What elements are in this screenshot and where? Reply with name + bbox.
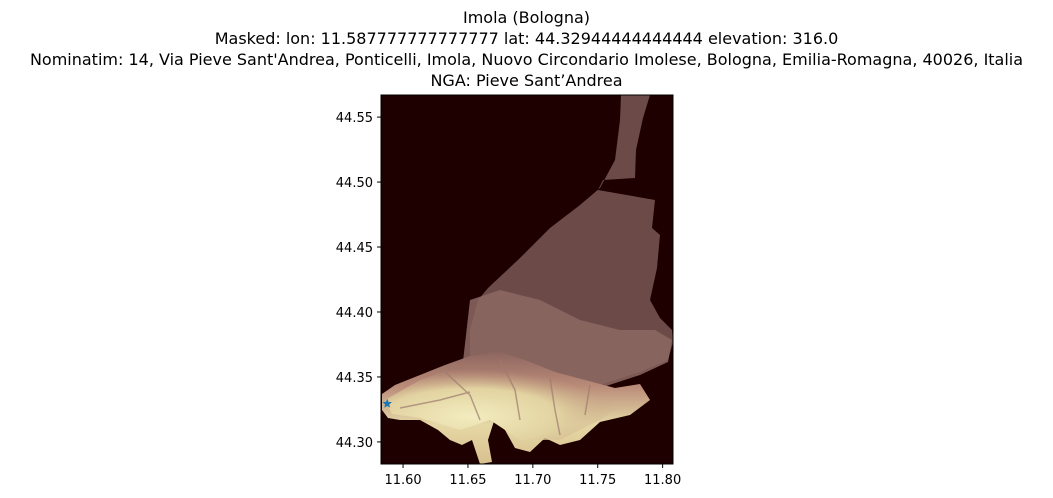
- x-tick-label: 11.60: [384, 473, 421, 488]
- title-masked-coords: Masked: lon: 11.587777777777777 lat: 44.…: [214, 29, 839, 48]
- location-star-marker: [382, 398, 392, 408]
- y-tick-label: 44.40: [336, 306, 373, 321]
- location-marker-layer: [382, 398, 392, 408]
- y-axis: 44.30 44.35 44.40 44.45 44.50 44.55: [336, 111, 381, 451]
- raster-layer: [382, 95, 673, 464]
- y-tick-label: 44.55: [336, 111, 373, 126]
- y-tick-label: 44.35: [336, 371, 373, 386]
- y-tick-label: 44.45: [336, 241, 373, 256]
- title-place: Imola (Bologna): [462, 8, 590, 27]
- x-tick-label: 11.70: [514, 473, 551, 488]
- x-axis: 11.60 11.65 11.70 11.75 11.80: [384, 464, 681, 488]
- title-nominatim: Nominatim: 14, Via Pieve Sant'Andrea, Po…: [29, 50, 1024, 69]
- territory-hills-peak: [385, 362, 630, 440]
- plot-title: Imola (Bologna) Masked: lon: 11.58777777…: [0, 7, 1053, 91]
- valley-lines: [399, 359, 591, 436]
- y-tick-label: 44.50: [336, 176, 373, 191]
- x-tick-label: 11.65: [449, 473, 486, 488]
- title-nga: NGA: Pieve Sant’Andrea: [430, 71, 623, 90]
- axes-frame: [380, 94, 674, 465]
- x-tick-label: 11.80: [644, 473, 681, 488]
- y-tick-label: 44.30: [336, 436, 373, 451]
- x-tick-label: 11.75: [579, 473, 616, 488]
